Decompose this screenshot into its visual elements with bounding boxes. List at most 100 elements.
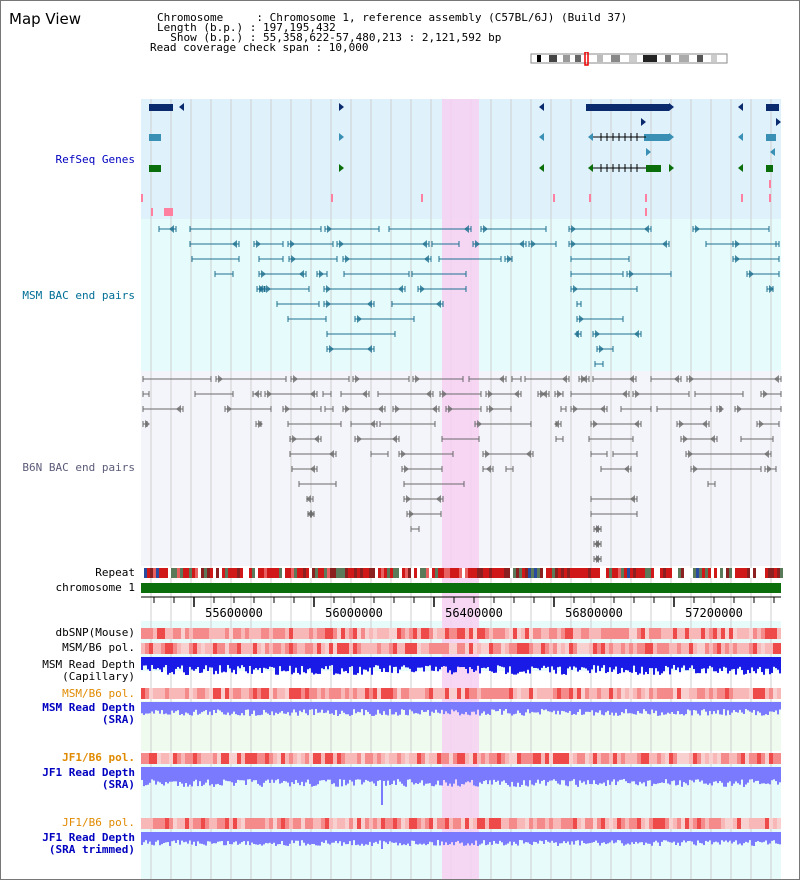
polymorphism-band	[197, 688, 201, 699]
repeat-segment	[678, 568, 681, 578]
polymorphism-band	[465, 688, 469, 699]
polymorphism-band	[665, 688, 669, 699]
msm-b6-pol-sra-label[interactable]: MSM/B6 pol.	[62, 687, 135, 700]
msm-bac-label[interactable]: MSM BAC end pairs	[22, 289, 135, 302]
repeat-segment	[549, 568, 552, 578]
repeat-segment	[240, 568, 243, 578]
repeat-segment	[714, 568, 717, 578]
repeat-segment	[510, 568, 513, 578]
repeat-segment	[207, 568, 210, 578]
polymorphism-band	[601, 688, 605, 699]
axis-tick-label: 56800000	[565, 606, 623, 620]
repeat-segment	[285, 568, 288, 578]
msm-b6-pol-label[interactable]: MSM/B6 pol.	[62, 641, 135, 654]
polymorphism-band	[281, 688, 285, 699]
jf1-b6-pol-label[interactable]: JF1/B6 pol.	[62, 751, 135, 764]
repeat-segment	[336, 568, 339, 578]
repeat-segment	[717, 568, 720, 578]
polymorphism-band	[621, 688, 625, 699]
repeat-segment	[300, 568, 303, 578]
repeat-segment	[243, 568, 246, 578]
axis-tick-label: 55600000	[205, 606, 263, 620]
refseq-genes-label[interactable]: RefSeq Genes	[55, 153, 135, 166]
polymorphism-band	[205, 688, 209, 699]
repeat-segment	[276, 568, 279, 578]
repeat-segment	[306, 568, 309, 578]
repeat-segment	[516, 568, 519, 578]
repeat-segment	[402, 568, 405, 578]
polymorphism-band	[533, 688, 537, 699]
repeat-segment	[507, 568, 510, 578]
repeat-segment	[486, 568, 489, 578]
polymorphism-band	[557, 688, 561, 699]
polymorphism-band	[417, 688, 421, 699]
repeat-segment	[663, 568, 666, 578]
chromosome-ideogram[interactable]	[529, 52, 731, 66]
repeat-segment	[624, 568, 627, 578]
polymorphism-band	[669, 688, 673, 699]
jf1-b6-pol-trim-label[interactable]: JF1/B6 pol.	[62, 816, 135, 829]
jf1-depth-trim-label[interactable]: JF1 Read Depth (SRA trimmed)	[42, 831, 135, 856]
polymorphism-band	[733, 688, 737, 699]
polymorphism-band	[769, 688, 773, 699]
repeat-segment	[321, 568, 324, 578]
show-range-info: Show (b.p.) : 55,358,622-57,480,213 : 2,…	[157, 31, 502, 44]
msm-depth-capillary-label[interactable]: MSM Read Depth (Capillary)	[42, 658, 135, 683]
polymorphism-band	[569, 688, 573, 699]
msm-depth-sra-label[interactable]: MSM Read Depth (SRA)	[42, 701, 135, 726]
polymorphism-band	[357, 688, 361, 699]
jf1-depth-sra-label[interactable]: JF1 Read Depth (SRA)	[42, 766, 135, 791]
repeat-segment	[204, 568, 207, 578]
repeat-segment	[333, 568, 336, 578]
repeat-segment	[231, 568, 234, 578]
repeat-segment	[771, 568, 774, 578]
polymorphism-band	[517, 688, 521, 699]
polymorphism-band	[553, 688, 557, 699]
dbsnp-label[interactable]: dbSNP(Mouse)	[55, 626, 135, 639]
repeat-segment	[381, 568, 384, 578]
repeat-segment	[450, 568, 453, 578]
polymorphism-band	[141, 688, 145, 699]
repeat-segment	[597, 568, 600, 578]
polymorphism-band	[673, 688, 677, 699]
polymorphism-band	[253, 688, 257, 699]
polymorphism-band	[773, 688, 777, 699]
repeat-segment	[345, 568, 348, 578]
repeat-segment	[393, 568, 396, 578]
repeat-segment	[630, 568, 633, 578]
repeat-segment	[459, 568, 462, 578]
repeat-segment	[729, 568, 732, 578]
repeat-segment	[633, 568, 636, 578]
repeat-segment	[564, 568, 567, 578]
repeat-segment	[561, 568, 564, 578]
polymorphism-band	[381, 688, 385, 699]
repeat-segment	[543, 568, 546, 578]
polymorphism-band	[353, 688, 357, 699]
repeat-segment	[195, 568, 198, 578]
repeat-segment	[492, 568, 495, 578]
repeat-segment	[606, 568, 609, 578]
polymorphism-band	[429, 688, 433, 699]
polymorphism-band	[453, 688, 457, 699]
repeat-segment	[696, 568, 699, 578]
repeat-segment	[297, 568, 300, 578]
polymorphism-band	[581, 688, 585, 699]
repeat-segment	[693, 568, 696, 578]
polymorphism-band	[365, 688, 369, 699]
repeat-segment	[705, 568, 708, 578]
b6n-bac-label[interactable]: B6N BAC end pairs	[22, 461, 135, 474]
polymorphism-band	[741, 688, 745, 699]
repeat-segment	[291, 568, 294, 578]
repeat-segment	[213, 568, 216, 578]
repeat-segment	[432, 568, 435, 578]
polymorphism-band	[605, 688, 609, 699]
polymorphism-band	[457, 688, 461, 699]
repeat-segment	[483, 568, 486, 578]
polymorphism-band	[405, 688, 409, 699]
repeat-segment	[471, 568, 474, 578]
polymorphism-band	[169, 688, 173, 699]
chromosome-bar[interactable]	[141, 583, 781, 593]
polymorphism-band	[505, 688, 509, 699]
repeat-segment	[312, 568, 315, 578]
repeat-segment	[702, 568, 705, 578]
